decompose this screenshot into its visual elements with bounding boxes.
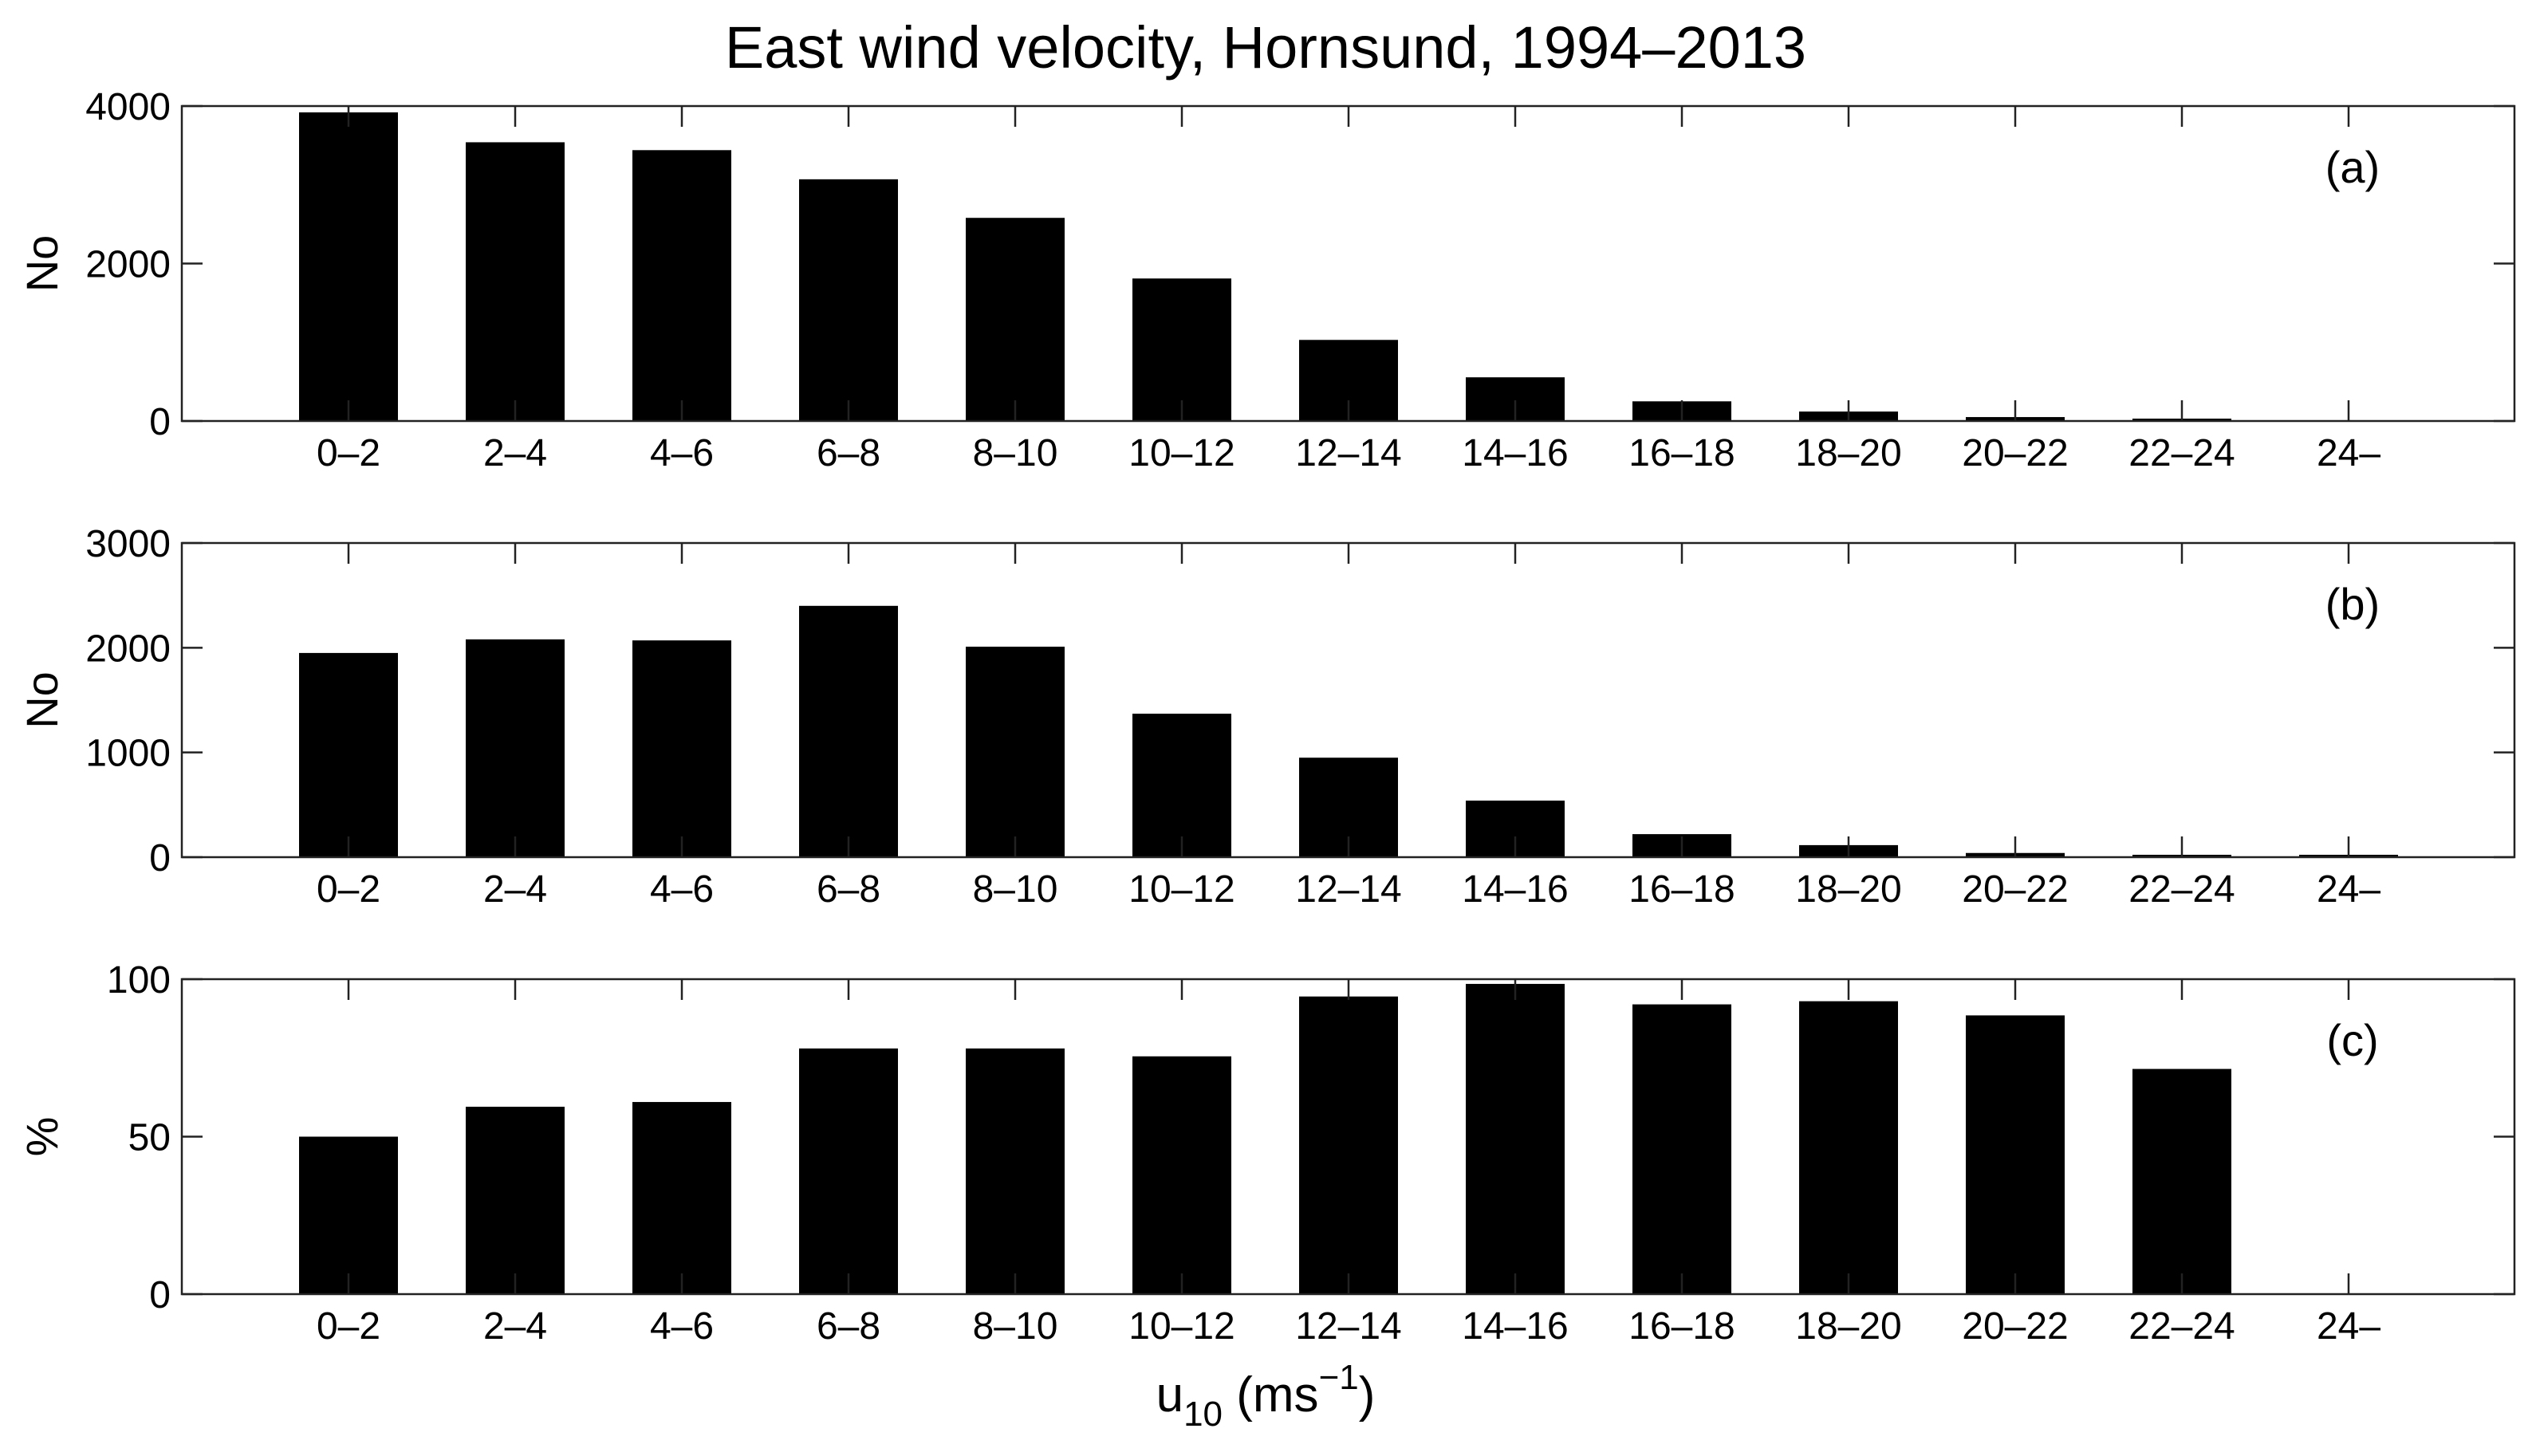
x-tick-label: 6–8 (817, 1305, 880, 1348)
x-tick-label: 20–22 (1962, 1305, 2068, 1348)
y-tick-label: 0 (149, 401, 171, 443)
x-tick-label: 16–18 (1628, 432, 1735, 474)
x-tick-label: 16–18 (1628, 868, 1735, 911)
x-tick-label: 12–14 (1295, 868, 1401, 911)
x-tick-label: 16–18 (1628, 1305, 1735, 1348)
x-tick-label: 6–8 (817, 432, 880, 474)
x-axis-label-subscript: 10 (1183, 1395, 1223, 1434)
x-tick-label: 10–12 (1128, 432, 1234, 474)
x-tick-label: 6–8 (817, 868, 880, 911)
x-tick-label: 10–12 (1128, 868, 1234, 911)
bar-2–4 (466, 142, 565, 422)
x-tick-label: 14–16 (1462, 868, 1568, 911)
x-tick-label: 10–12 (1128, 1305, 1234, 1348)
bar-10–12 (1132, 714, 1231, 857)
x-axis-label-close: ) (1359, 1367, 1376, 1423)
x-tick-label: 2–4 (483, 432, 547, 474)
panel-label: (c) (2326, 1015, 2378, 1065)
bar-2–4 (466, 639, 565, 857)
x-tick-label: 20–22 (1962, 432, 2068, 474)
y-tick-label: 100 (107, 959, 171, 1001)
panel-label: (b) (2325, 579, 2380, 629)
x-tick-label: 12–14 (1295, 1305, 1401, 1348)
bar-0–2 (299, 112, 398, 421)
bar-16–18 (1632, 1004, 1731, 1294)
x-tick-label: 0–2 (317, 1305, 380, 1348)
x-tick-label: 4–6 (650, 1305, 714, 1348)
y-tick-label: 1000 (85, 733, 171, 775)
panel-3: 0 50 100 0–2 2–4 4–6 6–8 8–10 10–12 12–14 14–16 16–… (17, 959, 2516, 1348)
x-tick-label: 4–6 (650, 868, 714, 911)
chart-title: East wind velocity, Hornsund, 1994–2013 (725, 14, 1806, 81)
x-tick-label: 20–22 (1962, 868, 2068, 911)
y-tick-label: 0 (149, 1274, 171, 1316)
x-axis-label: u10 (ms−1) (1156, 1358, 1376, 1434)
y-tick-label: 4000 (85, 86, 171, 128)
bar-20–22 (1966, 1015, 2065, 1294)
x-tick-label: 8–10 (973, 1305, 1058, 1348)
x-tick-label: 24– (2317, 1305, 2380, 1348)
x-axis-label-unit: (ms (1223, 1367, 1319, 1423)
x-tick-label: 18–20 (1795, 432, 1901, 474)
bar-0–2 (299, 1136, 398, 1294)
y-tick-label: 2000 (85, 244, 171, 286)
x-tick-label: 0–2 (317, 868, 380, 911)
bar-14–16 (1466, 983, 1565, 1294)
bar-4–6 (632, 1102, 731, 1294)
chart-panels: 0 2000 4000 0–2 2–4 4–6 6–8 8–10 10–12 12–14 14–16… (17, 86, 2516, 1348)
bar-4–6 (632, 150, 731, 422)
x-axis-label-exponent: −1 (1319, 1358, 1359, 1397)
x-tick-label: 4–6 (650, 432, 714, 474)
x-tick-label: 8–10 (973, 432, 1058, 474)
y-tick-label: 2000 (85, 628, 171, 670)
bar-6–8 (799, 179, 898, 421)
y-axis-label: % (17, 1117, 67, 1157)
bar-12–14 (1299, 996, 1398, 1294)
y-axis-label: No (17, 235, 67, 293)
x-tick-label: 22–24 (2128, 1305, 2235, 1348)
x-tick-label: 8–10 (973, 868, 1058, 911)
x-tick-label: 0–2 (317, 432, 380, 474)
bar-10–12 (1132, 1056, 1231, 1294)
x-tick-label: 22–24 (2128, 868, 2235, 911)
bar-8–10 (966, 1048, 1065, 1294)
bar-18–20 (1799, 1001, 1898, 1294)
bar-6–8 (799, 605, 898, 857)
panel-2: 0 1000 2000 3000 0–2 2–4 4–6 6–8 8–10 10–12 12–14 1… (17, 523, 2516, 911)
y-axis-label: No (17, 671, 67, 729)
bar-8–10 (966, 647, 1065, 857)
x-tick-label: 2–4 (483, 868, 547, 911)
x-tick-label: 24– (2317, 868, 2380, 911)
x-tick-label: 14–16 (1462, 1305, 1568, 1348)
bar-22–24 (2132, 1068, 2231, 1294)
bar-0–2 (299, 652, 398, 857)
x-tick-label: 24– (2317, 432, 2380, 474)
panel-label: (a) (2325, 142, 2380, 192)
y-tick-label: 50 (128, 1117, 171, 1159)
x-tick-label: 22–24 (2128, 432, 2235, 474)
x-tick-label: 18–20 (1795, 1305, 1901, 1348)
y-tick-label: 3000 (85, 523, 171, 565)
bar-4–6 (632, 640, 731, 857)
bar-10–12 (1132, 278, 1231, 421)
bar-8–10 (966, 218, 1065, 421)
x-tick-label: 14–16 (1462, 432, 1568, 474)
x-tick-label: 18–20 (1795, 868, 1901, 911)
y-tick-label: 0 (149, 837, 171, 880)
x-tick-label: 12–14 (1295, 432, 1401, 474)
x-tick-label: 2–4 (483, 1305, 547, 1348)
panel-1: 0 2000 4000 0–2 2–4 4–6 6–8 8–10 10–12 12–14 14–16… (17, 86, 2516, 474)
bar-2–4 (466, 1106, 565, 1294)
bar-6–8 (799, 1048, 898, 1294)
x-axis-label-symbol: u (1156, 1367, 1183, 1423)
